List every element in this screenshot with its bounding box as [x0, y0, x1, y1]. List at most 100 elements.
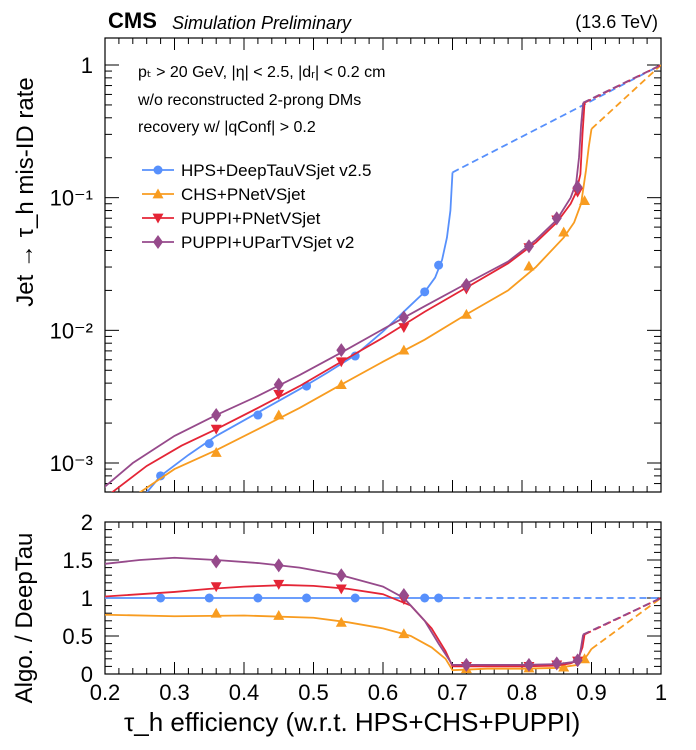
annotation-cuts: pₜ > 20 GeV, |η| < 2.5, |dᵣ| < 0.2 cm — [138, 64, 386, 81]
data-point — [153, 235, 163, 249]
series-CHS+PNetVSjet — [139, 64, 661, 492]
data-point — [204, 593, 214, 603]
series-line — [146, 172, 454, 492]
series-PUPPI+UParTVSjet v2 — [105, 64, 661, 488]
legend: HPS+DeepTauVSjet v2.5 CHS+PNetVSjet PUPPI+… — [142, 161, 371, 252]
data-point — [335, 357, 347, 368]
series-line — [105, 102, 585, 488]
data-point — [335, 379, 347, 389]
x-tick-label: 0.6 — [368, 680, 399, 705]
data-point — [460, 308, 472, 319]
data-point — [273, 579, 285, 590]
data-point — [434, 260, 444, 270]
series-line — [139, 128, 593, 492]
ratio-panel: 0 0.5 1 1.5 2 0.2 0.3 0.4 0.5 0.6 0.7 0.8 0.9 1 — [62, 510, 667, 705]
data-point — [210, 447, 222, 457]
data-point — [551, 656, 562, 671]
data-point — [523, 260, 535, 271]
data-point — [336, 343, 347, 358]
data-point — [350, 593, 360, 603]
y-tick-label: 10⁻¹ — [50, 186, 93, 211]
data-point — [273, 558, 284, 573]
data-point — [211, 408, 222, 423]
data-point — [253, 410, 263, 420]
x-tick-label: 0.2 — [90, 680, 121, 705]
x-axis-label: τ_h efficiency (w.r.t. HPS+CHS+PUPPI) — [124, 707, 581, 737]
data-point — [273, 409, 285, 420]
data-point — [253, 593, 263, 603]
energy-label: (13.6 TeV) — [575, 12, 658, 32]
legend-label: PUPPI+PNetVSjet — [181, 209, 321, 228]
x-tick-label: 0.9 — [576, 680, 607, 705]
annotation-recovery: recovery w/ |qConf| > 0.2 — [138, 119, 316, 136]
data-point — [572, 653, 583, 668]
y-tick-label: 2 — [81, 510, 93, 535]
data-point — [398, 344, 410, 355]
data-point — [302, 593, 312, 603]
data-point — [420, 287, 430, 297]
data-point — [210, 582, 222, 593]
legend-entry: PUPPI+UParTVSjet v2 — [142, 233, 354, 252]
data-point — [210, 607, 222, 618]
data-point — [579, 195, 591, 206]
data-point — [398, 587, 409, 602]
y-tick-label: 1 — [81, 586, 93, 611]
series-dashed-line — [590, 597, 661, 650]
y-tick-label: 10⁻³ — [50, 451, 93, 476]
x-tick-label: 0.5 — [298, 680, 329, 705]
legend-entry: HPS+DeepTauVSjet v2.5 — [142, 161, 371, 180]
data-point — [335, 616, 347, 627]
data-point — [461, 277, 472, 292]
data-point — [523, 239, 534, 254]
main-y-axis-label: Jet → τ_h mis-ID rate — [12, 77, 39, 307]
data-point — [273, 609, 285, 620]
main-panel: 10⁻³ 10⁻² 10⁻¹ 1 — [50, 37, 662, 493]
data-point — [558, 226, 570, 237]
data-point — [210, 424, 222, 435]
series-HPS+DeepTauVSjet v2.5 — [146, 64, 661, 492]
x-tick-label: 0.4 — [229, 680, 260, 705]
y-tick-label: 1 — [81, 53, 93, 78]
x-tick-label: 0.8 — [507, 680, 538, 705]
data-point — [153, 165, 163, 175]
data-point — [336, 568, 347, 583]
data-point — [152, 188, 164, 199]
ratio-y-axis-label: Algo. / DeepTau — [11, 532, 38, 704]
data-point — [335, 584, 347, 595]
data-point — [398, 628, 410, 639]
data-point — [273, 389, 285, 400]
data-point — [551, 211, 562, 226]
data-point — [156, 593, 166, 603]
legend-label: HPS+DeepTauVSjet v2.5 — [181, 161, 371, 180]
data-point — [350, 351, 360, 361]
series-dashed-line — [582, 597, 661, 636]
data-point — [273, 377, 284, 392]
legend-label: CHS+PNetVSjet — [181, 185, 306, 204]
data-point — [398, 310, 409, 325]
legend-label: PUPPI+UParTVSjet v2 — [181, 233, 354, 252]
data-point — [204, 439, 214, 449]
series-line — [105, 613, 593, 672]
x-tick-label: 0.3 — [159, 680, 190, 705]
series-dashed-line — [590, 64, 661, 130]
data-point — [156, 471, 166, 481]
data-point — [572, 180, 583, 195]
data-point — [152, 213, 164, 224]
cms-label: CMS — [108, 8, 157, 33]
annotation-dm: w/o reconstructed 2-prong DMs — [138, 92, 362, 109]
x-tick-label: 1 — [655, 680, 667, 705]
series-layer — [105, 64, 661, 492]
series-dashed-line — [452, 64, 661, 174]
simulation-preliminary-label: Simulation Preliminary — [172, 13, 352, 33]
series-layer — [105, 554, 661, 674]
data-point — [211, 554, 222, 569]
data-point — [558, 661, 570, 672]
data-point — [398, 323, 410, 334]
data-point — [461, 657, 472, 672]
legend-entry: CHS+PNetVSjet — [142, 185, 306, 204]
y-tick-label: 10⁻² — [50, 318, 93, 343]
series-dashed-line — [582, 64, 661, 104]
data-point — [434, 593, 444, 603]
legend-entry: PUPPI+PNetVSjet — [142, 209, 321, 228]
